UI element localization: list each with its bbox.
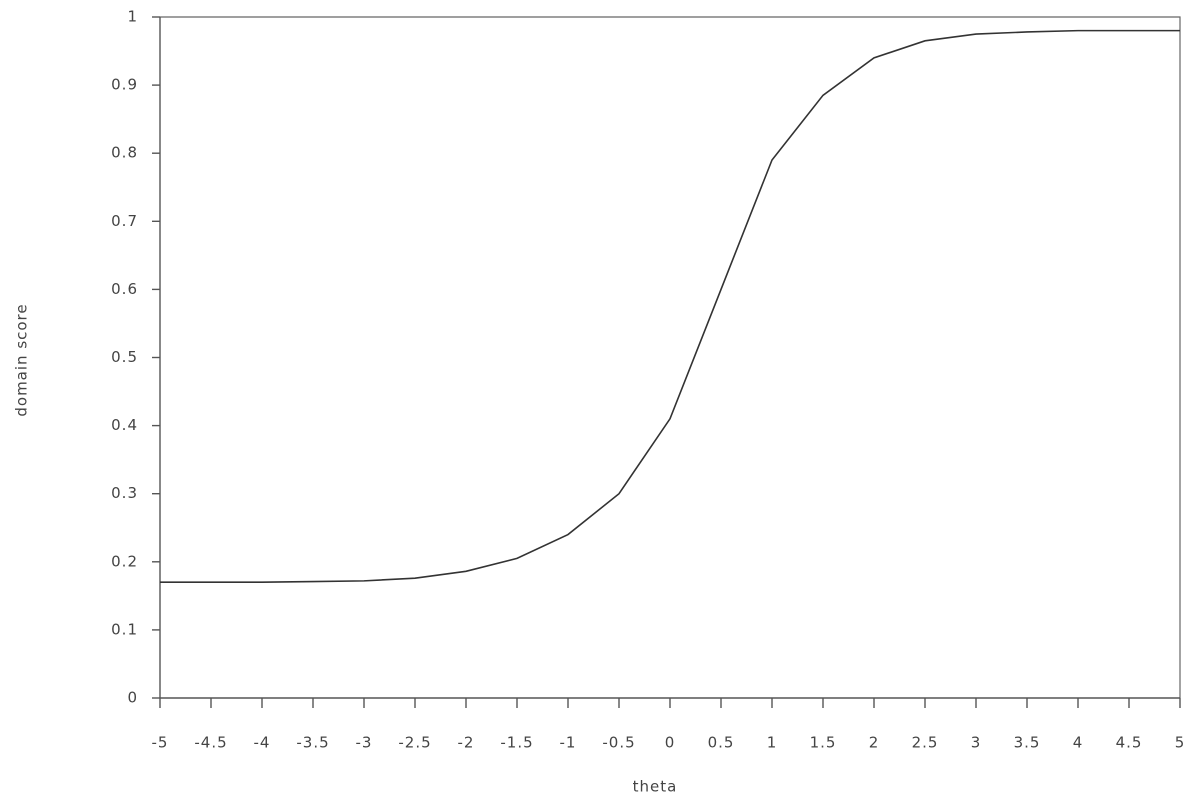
y-tick-label: 0.3 xyxy=(111,484,138,502)
x-tick-label: -2.5 xyxy=(398,734,431,752)
y-tick-label: 0.5 xyxy=(111,348,138,366)
y-tick-label: 0.9 xyxy=(111,76,138,94)
x-tick-label: 2 xyxy=(869,734,880,752)
x-tick-label: 2.5 xyxy=(912,734,939,752)
x-tick-label: 4 xyxy=(1073,734,1084,752)
x-tick-label: 0 xyxy=(665,734,676,752)
y-tick-label: 0.6 xyxy=(111,280,138,298)
chart: theta domain score 0 0.1 0.2 0.3 0.4 0.5 0.6 0.… xyxy=(0,0,1200,797)
x-tick-label: 5 xyxy=(1175,734,1186,752)
x-tick-label: -3.5 xyxy=(296,734,329,752)
y-tick-label: 1 xyxy=(127,8,138,26)
x-tick-label: 3.5 xyxy=(1014,734,1041,752)
x-tick-label: 1 xyxy=(767,734,778,752)
y-tick-label: 0.4 xyxy=(111,416,138,434)
x-tick-label: 0.5 xyxy=(708,734,735,752)
x-tick-label: -1 xyxy=(560,734,577,752)
y-tick-label: 0 xyxy=(127,689,138,707)
x-tick-label: -5 xyxy=(152,734,169,752)
x-tick-label: 3 xyxy=(971,734,982,752)
data-line xyxy=(160,31,1180,583)
x-tick-label: -4.5 xyxy=(194,734,227,752)
x-tick-label: 1.5 xyxy=(810,734,837,752)
plot-frame xyxy=(160,17,1180,698)
x-tick-label: -4 xyxy=(254,734,271,752)
x-tick-label: -2 xyxy=(458,734,475,752)
y-tick-label: 0.8 xyxy=(111,144,138,162)
x-tick-label: -3 xyxy=(356,734,373,752)
x-tick-label: -0.5 xyxy=(602,734,635,752)
x-axis-label: theta xyxy=(633,778,678,796)
y-axis-label: domain score xyxy=(13,303,31,416)
x-tick-label: -1.5 xyxy=(500,734,533,752)
y-tick-label: 0.2 xyxy=(111,552,138,570)
y-tick-label: 0.1 xyxy=(111,620,138,638)
x-tick-label: 4.5 xyxy=(1116,734,1143,752)
y-tick-label: 0.7 xyxy=(111,212,138,230)
